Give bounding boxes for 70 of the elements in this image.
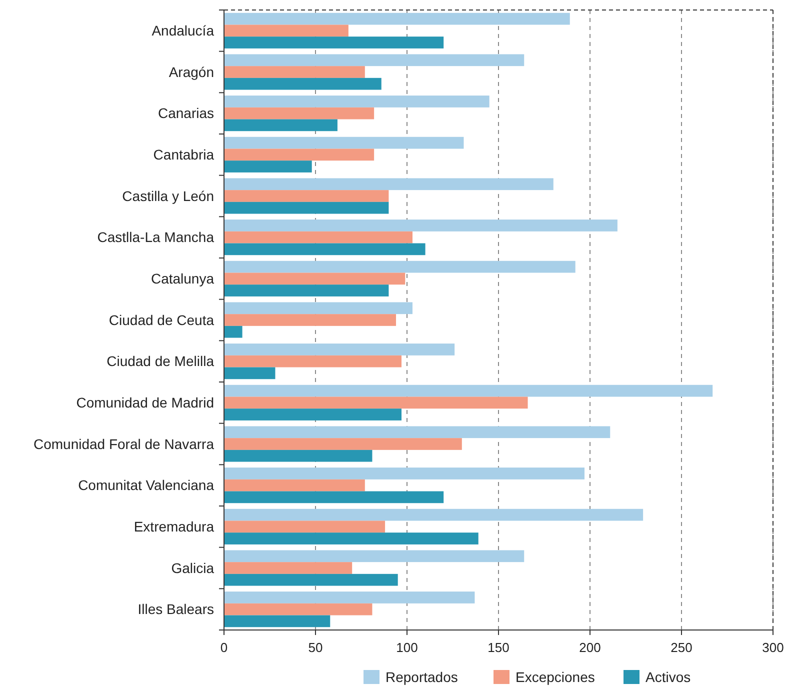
y-tick-label: Catalunya xyxy=(150,270,214,287)
bar xyxy=(224,562,352,574)
y-tick-label: Comunitat Valenciana xyxy=(78,477,214,494)
bar xyxy=(224,231,412,244)
x-tick-label: 250 xyxy=(670,640,692,655)
y-tick-label: Extremadura xyxy=(134,518,214,535)
y-tick-label: Canarias xyxy=(158,105,214,122)
x-tick-label: 300 xyxy=(762,640,784,655)
bar xyxy=(224,78,382,90)
bar xyxy=(224,148,374,161)
bar xyxy=(224,24,348,37)
y-tick-label: Ciudad de Melilla xyxy=(106,353,214,370)
bar xyxy=(224,603,372,616)
bar xyxy=(224,36,444,48)
y-tick-label: Illes Balears xyxy=(138,601,214,618)
bar xyxy=(224,468,585,480)
bar xyxy=(224,326,242,338)
x-tick-label: 100 xyxy=(396,640,418,655)
bar xyxy=(224,491,444,504)
y-tick-label: Cantabria xyxy=(153,146,214,163)
bar xyxy=(224,190,389,202)
bar xyxy=(224,107,374,120)
bar xyxy=(224,592,475,604)
y-tick-label: Comunidad Foral de Navarra xyxy=(33,436,214,452)
bar xyxy=(224,314,396,326)
legend-label: Reportados xyxy=(386,668,458,685)
bar xyxy=(224,384,713,397)
bar xyxy=(224,260,576,273)
bar xyxy=(224,426,610,438)
bar xyxy=(224,136,464,149)
bar xyxy=(224,66,365,78)
bar xyxy=(224,202,389,214)
y-tick-label: Aragón xyxy=(168,64,214,80)
x-tick-label: 150 xyxy=(488,640,510,655)
y-tick-label: Castlla-La Mancha xyxy=(97,229,214,246)
bar xyxy=(224,408,402,420)
x-tick-label: 50 xyxy=(308,640,323,655)
bar xyxy=(224,450,372,462)
bar xyxy=(224,550,524,562)
bar xyxy=(224,119,338,132)
bar xyxy=(224,438,462,450)
bar xyxy=(224,302,412,314)
bar xyxy=(224,284,389,296)
bar xyxy=(224,355,402,368)
bar xyxy=(224,12,570,25)
bar xyxy=(224,54,524,66)
bar xyxy=(224,367,276,380)
bar xyxy=(224,396,528,409)
bar xyxy=(224,220,618,232)
y-tick-label: Andalucía xyxy=(152,22,214,39)
y-tick-label: Comunidad de Madrid xyxy=(76,394,214,411)
bar xyxy=(224,508,644,521)
bar xyxy=(224,532,478,544)
bar xyxy=(224,272,406,285)
legend-label: Excepciones xyxy=(516,668,595,685)
x-tick-label: 0 xyxy=(220,640,228,655)
bar xyxy=(224,344,455,356)
bar xyxy=(224,96,490,108)
y-tick-label: Ciudad de Ceuta xyxy=(108,312,214,328)
y-tick-label: Castilla y León xyxy=(122,188,214,204)
bar xyxy=(224,574,398,586)
bar xyxy=(224,479,365,492)
bar xyxy=(224,243,426,256)
legend-label: Activos xyxy=(646,668,691,685)
bar xyxy=(224,160,312,172)
bar xyxy=(224,178,554,190)
bar xyxy=(224,520,386,533)
bar xyxy=(224,615,330,628)
y-tick-label: Galicia xyxy=(171,560,214,576)
x-tick-label: 200 xyxy=(579,640,601,655)
